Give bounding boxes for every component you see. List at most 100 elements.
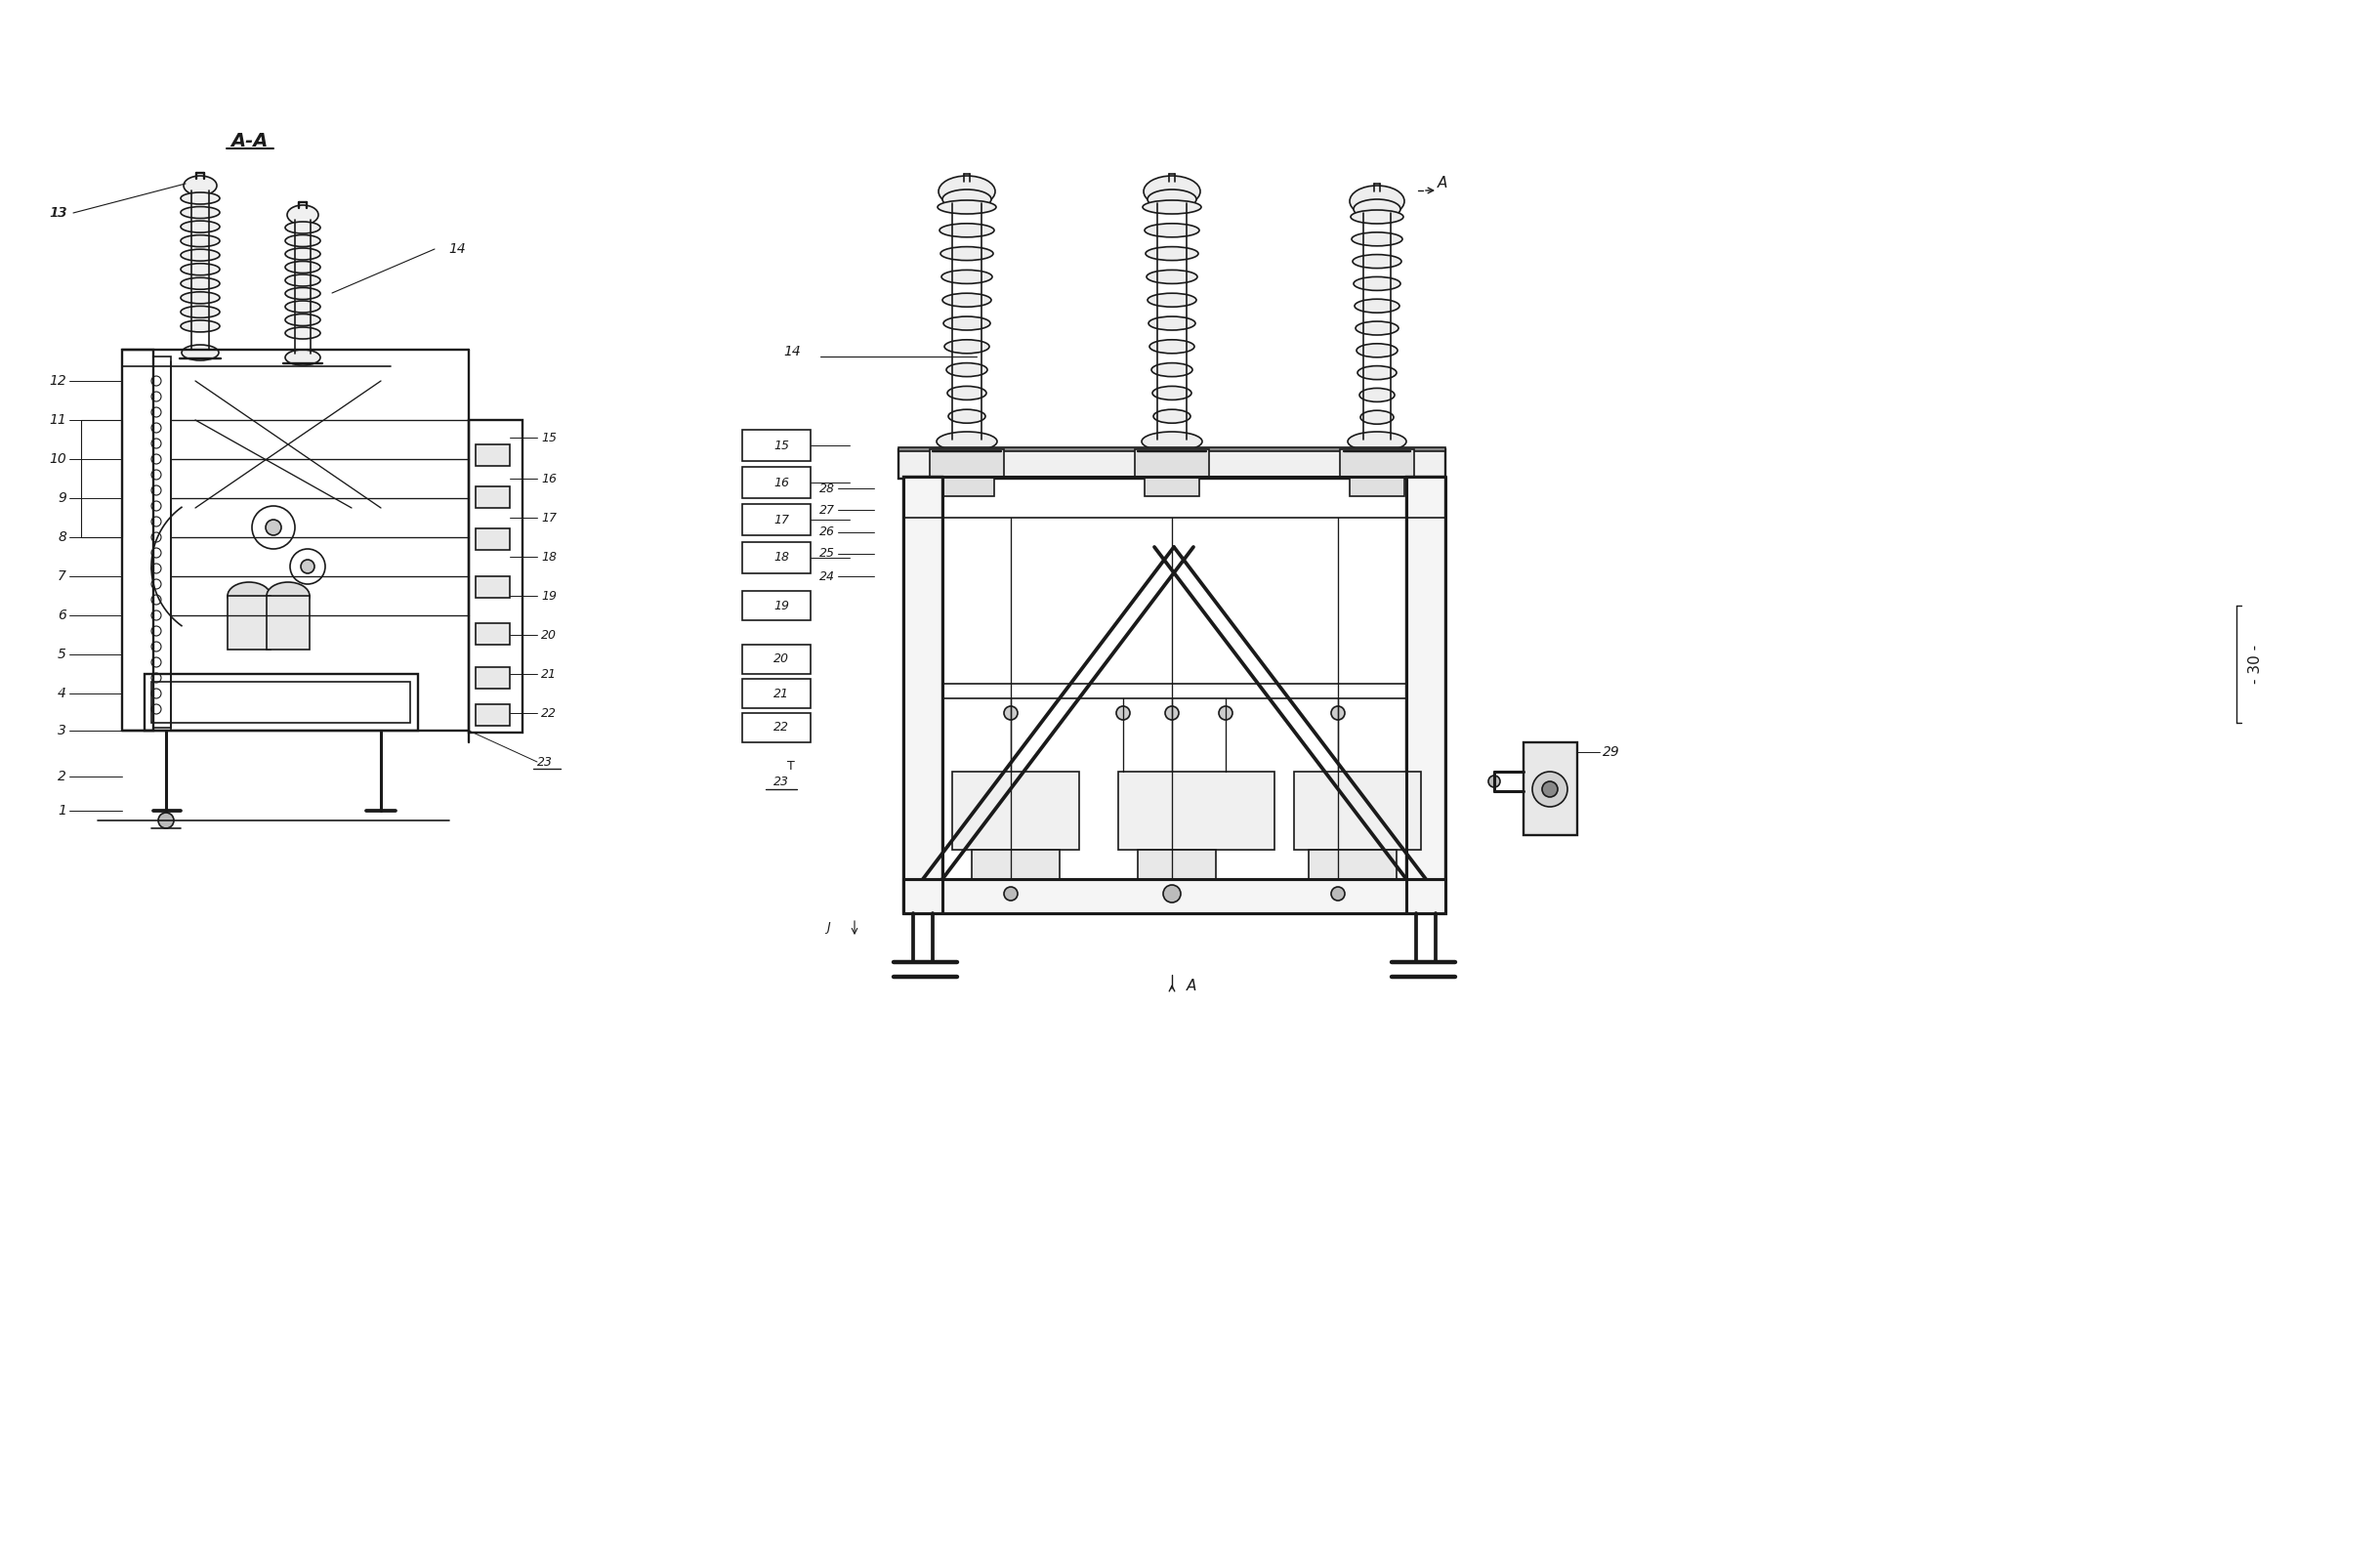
- Ellipse shape: [1354, 199, 1399, 219]
- Bar: [145, 674, 419, 730]
- Text: 1: 1: [57, 803, 67, 817]
- Ellipse shape: [1142, 432, 1202, 451]
- Ellipse shape: [1357, 365, 1397, 379]
- Ellipse shape: [947, 387, 985, 399]
- Text: 11: 11: [50, 413, 67, 427]
- Bar: [743, 713, 812, 743]
- Ellipse shape: [1349, 185, 1404, 218]
- Text: T: T: [788, 760, 795, 772]
- Text: 23: 23: [538, 755, 552, 768]
- Bar: [1407, 477, 1445, 914]
- Text: 19: 19: [774, 600, 790, 612]
- Bar: [971, 850, 1059, 880]
- Text: A: A: [1185, 979, 1197, 995]
- Ellipse shape: [1352, 232, 1402, 246]
- Ellipse shape: [181, 278, 219, 289]
- Bar: [152, 356, 171, 727]
- Ellipse shape: [1145, 224, 1200, 238]
- Bar: [1119, 772, 1273, 850]
- Ellipse shape: [942, 317, 990, 329]
- Ellipse shape: [286, 328, 321, 339]
- Text: 18: 18: [774, 552, 790, 564]
- Ellipse shape: [1150, 317, 1195, 329]
- Bar: [1340, 449, 1414, 477]
- Circle shape: [1330, 706, 1345, 720]
- Ellipse shape: [1150, 340, 1195, 353]
- Text: 19: 19: [540, 589, 557, 601]
- Bar: [476, 577, 509, 598]
- Ellipse shape: [942, 294, 990, 306]
- Ellipse shape: [1152, 364, 1192, 376]
- Ellipse shape: [267, 583, 309, 609]
- Ellipse shape: [181, 207, 219, 219]
- Circle shape: [1166, 706, 1178, 720]
- Ellipse shape: [1142, 200, 1202, 214]
- Ellipse shape: [228, 583, 271, 609]
- Text: 26: 26: [819, 525, 835, 539]
- Bar: [743, 542, 812, 573]
- Text: 29: 29: [1602, 746, 1621, 758]
- Bar: [121, 350, 152, 730]
- Ellipse shape: [286, 287, 321, 300]
- Bar: [900, 448, 1445, 451]
- Ellipse shape: [181, 249, 219, 261]
- Bar: [476, 486, 509, 508]
- Ellipse shape: [947, 409, 985, 423]
- Ellipse shape: [945, 340, 990, 353]
- Ellipse shape: [947, 364, 988, 376]
- Circle shape: [1330, 887, 1345, 901]
- Text: 8: 8: [57, 530, 67, 544]
- Bar: [476, 667, 509, 688]
- Bar: [1523, 743, 1578, 834]
- Bar: [904, 880, 1445, 914]
- Text: 2: 2: [57, 769, 67, 783]
- Ellipse shape: [181, 292, 219, 303]
- Bar: [743, 430, 812, 462]
- Ellipse shape: [1359, 388, 1395, 402]
- Ellipse shape: [1354, 277, 1399, 291]
- Bar: [81, 420, 121, 538]
- Ellipse shape: [286, 235, 321, 247]
- Ellipse shape: [181, 235, 219, 247]
- Text: 24: 24: [819, 570, 835, 583]
- Text: 22: 22: [774, 721, 790, 733]
- Text: 16: 16: [774, 476, 790, 490]
- Text: A-A: A-A: [231, 132, 269, 151]
- Bar: [1138, 850, 1216, 880]
- Ellipse shape: [1147, 270, 1197, 284]
- Text: 17: 17: [774, 513, 790, 525]
- Text: 9: 9: [57, 491, 67, 505]
- Bar: [743, 466, 812, 499]
- Circle shape: [300, 559, 314, 573]
- Ellipse shape: [286, 261, 321, 274]
- Text: A: A: [1438, 176, 1447, 191]
- Text: 13: 13: [50, 207, 67, 219]
- Ellipse shape: [181, 320, 219, 333]
- Text: 15: 15: [540, 430, 557, 444]
- Ellipse shape: [938, 176, 995, 207]
- Circle shape: [157, 813, 174, 828]
- Bar: [904, 477, 942, 914]
- Ellipse shape: [288, 205, 319, 225]
- Bar: [1295, 772, 1421, 850]
- Bar: [743, 591, 812, 620]
- Text: 16: 16: [540, 472, 557, 485]
- Circle shape: [1116, 706, 1130, 720]
- Ellipse shape: [1154, 409, 1190, 423]
- Ellipse shape: [181, 221, 219, 233]
- Bar: [469, 420, 524, 732]
- Text: 7: 7: [57, 569, 67, 583]
- Ellipse shape: [940, 224, 995, 238]
- Bar: [267, 595, 309, 650]
- Ellipse shape: [1145, 176, 1200, 207]
- Bar: [1349, 477, 1404, 496]
- Text: 27: 27: [819, 503, 835, 516]
- Text: 23: 23: [774, 775, 790, 788]
- Text: 20: 20: [540, 628, 557, 642]
- Text: 15: 15: [774, 440, 790, 452]
- Text: 6: 6: [57, 609, 67, 622]
- Text: 21: 21: [540, 668, 557, 681]
- Text: 14: 14: [447, 242, 466, 256]
- Ellipse shape: [1152, 387, 1192, 399]
- Circle shape: [1004, 887, 1019, 901]
